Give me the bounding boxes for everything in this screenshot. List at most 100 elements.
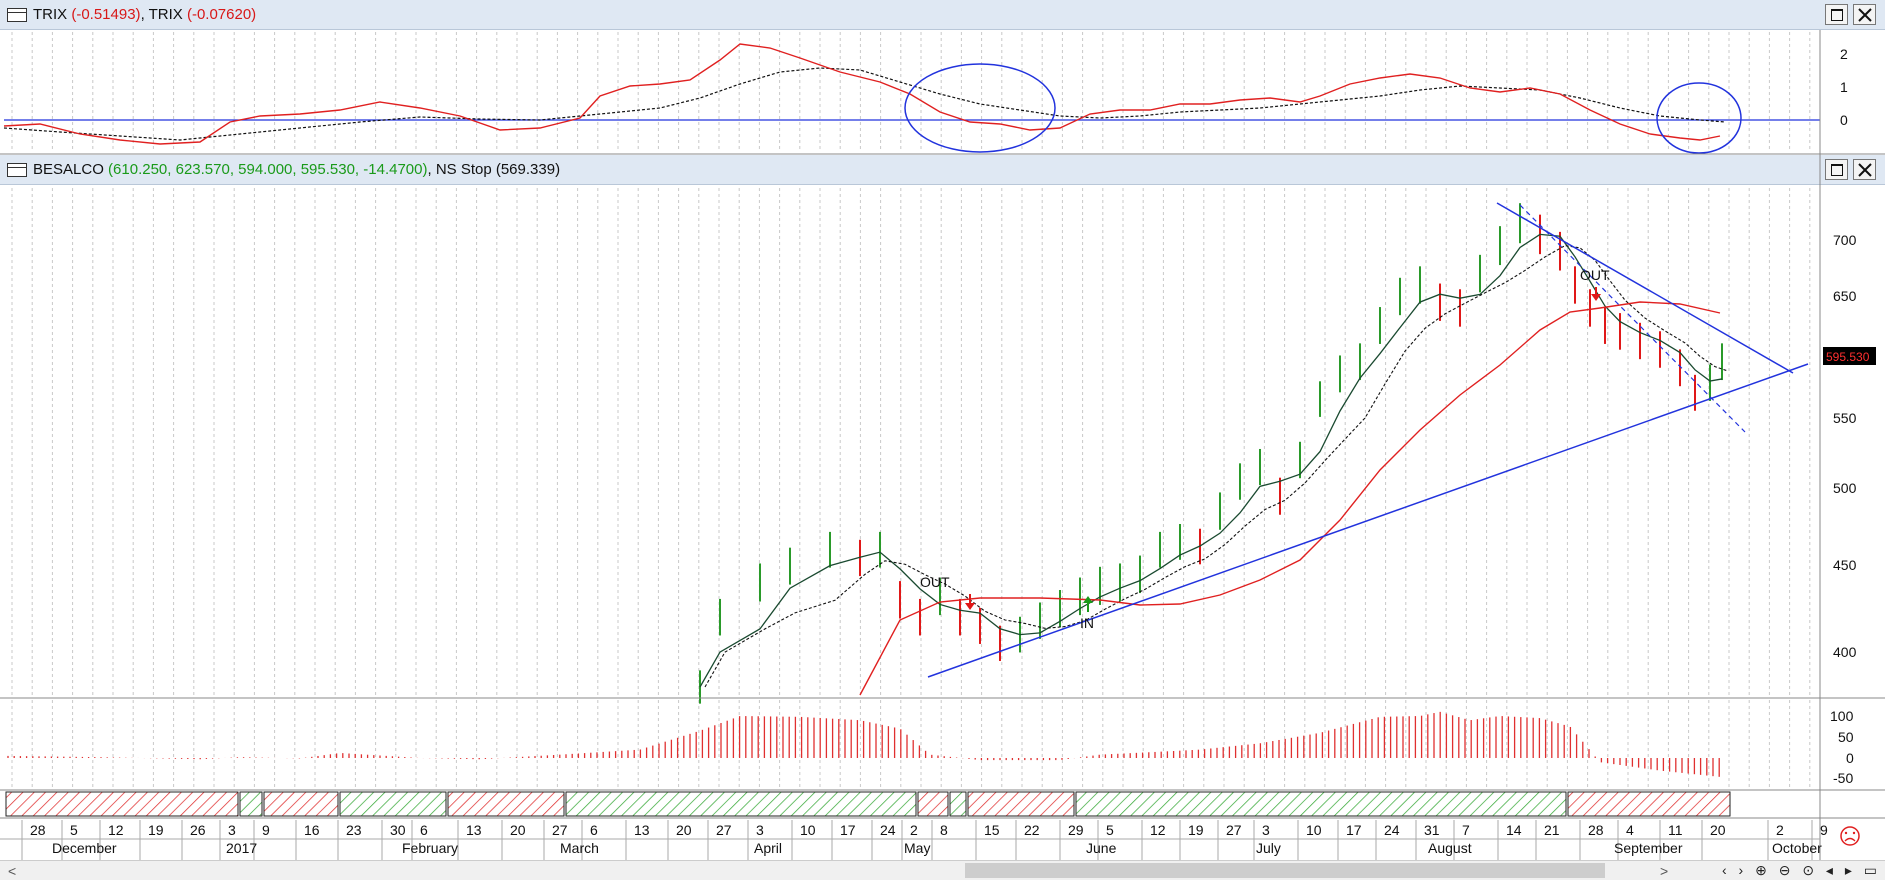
price-panel: [699, 202, 1809, 704]
month-label: October: [1772, 840, 1822, 856]
bearish-regime-block: [447, 791, 565, 817]
month-label: February: [402, 840, 458, 856]
day-tick-label: 13: [634, 822, 650, 838]
scroll-left-button[interactable]: <: [8, 863, 17, 879]
horizontal-scrollbar[interactable]: < > ‹ › ⊕ ⊖ ⊙ ◂ ▸ ▭: [0, 860, 1885, 880]
day-tick-label: 19: [148, 822, 164, 838]
y-tick-label: 500: [1833, 480, 1857, 496]
signal-out-label: OUT: [1580, 267, 1610, 283]
trix-y-axis: 2 1 0: [1840, 46, 1848, 128]
panel-icon[interactable]: [7, 8, 27, 22]
trix-panel: [3, 43, 1820, 154]
day-tick-label: 10: [1306, 822, 1322, 838]
bullish-regime-block: [239, 791, 263, 817]
day-tick-label: 13: [466, 822, 482, 838]
oscillator-panel: [7, 711, 1720, 777]
bearish-regime-block: [967, 791, 1075, 817]
bearish-regime-block: [917, 791, 949, 817]
day-tick-label: 12: [1150, 822, 1166, 838]
day-tick-label: 20: [1710, 822, 1726, 838]
day-tick-label: 28: [30, 822, 46, 838]
signal-out-label: OUT: [920, 574, 950, 590]
month-label: June: [1086, 840, 1117, 856]
day-tick-label: 14: [1506, 822, 1522, 838]
trix-panel-title: TRIX (-0.51493), TRIX (-0.07620): [33, 6, 257, 23]
bearish-regime-block: [1567, 791, 1731, 817]
trix-value-1: (-0.51493): [71, 6, 141, 23]
y-tick-label: 1: [1840, 79, 1848, 95]
day-tick-label: 31: [1424, 822, 1440, 838]
chart-canvas[interactable]: 2 1 0 700 650 600 550 500 450 400 100 50…: [0, 0, 1885, 860]
day-tick-label: 3: [228, 822, 236, 838]
day-tick-label: 20: [510, 822, 526, 838]
maximize-button[interactable]: [1825, 159, 1848, 180]
bullish-regime-block: [949, 791, 967, 817]
month-label: September: [1614, 840, 1683, 856]
day-tick-label: 24: [1384, 822, 1400, 838]
day-tick-label: 5: [70, 822, 78, 838]
day-tick-label: 12: [108, 822, 124, 838]
day-tick-label: 20: [676, 822, 692, 838]
trix-panel-header: TRIX (-0.51493), TRIX (-0.07620): [0, 0, 1885, 30]
day-tick-label: 29: [1068, 822, 1084, 838]
month-label: August: [1428, 840, 1472, 856]
bearish-regime-block: [263, 791, 339, 817]
month-label: July: [1256, 840, 1281, 856]
y-tick-label: -50: [1833, 770, 1853, 786]
bullish-regime-block: [339, 791, 447, 817]
y-tick-label: 0: [1840, 112, 1848, 128]
day-tick-label: 3: [756, 822, 764, 838]
maximize-button[interactable]: [1825, 4, 1848, 25]
navigation-toolbar[interactable]: ‹ › ⊕ ⊖ ⊙ ◂ ▸ ▭: [1721, 862, 1881, 878]
sad-face-icon: [1840, 826, 1860, 846]
day-tick-label: 15: [984, 822, 1000, 838]
trix-line: [3, 43, 1721, 145]
day-tick-label: 23: [346, 822, 362, 838]
day-tick-label: 2: [1776, 822, 1784, 838]
price-ohlc: (610.250, 623.570, 594.000, 595.530, -14…: [108, 161, 428, 178]
price-panel-title: BESALCO (610.250, 623.570, 594.000, 595.…: [33, 161, 561, 178]
ns-stop-line: [859, 301, 1721, 696]
month-label: December: [52, 840, 117, 856]
y-tick-label: 550: [1833, 410, 1857, 426]
day-tick-label: 5: [1106, 822, 1114, 838]
bearish-regime-block: [5, 791, 239, 817]
last-price-label: 595.530: [1826, 350, 1870, 364]
day-tick-label: 8: [940, 822, 948, 838]
time-axis: 28 5 12 19 26 3 9 16 23 30 6 13 20 27 6 13 20 27 3 10 17 24 2 8…: [0, 820, 1828, 860]
y-tick-label: 0: [1846, 750, 1854, 766]
bullish-regime-block: [1075, 791, 1567, 817]
scroll-thumb[interactable]: [965, 863, 1605, 878]
scroll-right-button[interactable]: >: [1660, 863, 1669, 879]
y-tick-label: 650: [1833, 288, 1857, 304]
day-tick-label: 22: [1024, 822, 1040, 838]
regime-band: [5, 791, 1731, 817]
y-tick-label: 100: [1830, 708, 1854, 724]
close-button[interactable]: [1853, 159, 1876, 180]
panel-icon[interactable]: [7, 163, 27, 177]
grid-lines: [11, 32, 1811, 788]
y-tick-label: 450: [1833, 557, 1857, 573]
day-tick-label: 9: [1820, 822, 1828, 838]
day-tick-label: 17: [840, 822, 856, 838]
y-tick-label: 50: [1838, 729, 1854, 745]
close-button[interactable]: [1853, 4, 1876, 25]
month-label: May: [904, 840, 930, 856]
y-tick-label: 400: [1833, 644, 1857, 660]
support-trendline: [927, 363, 1809, 678]
trix-signal-line: [3, 67, 1726, 141]
day-tick-label: 26: [190, 822, 206, 838]
day-tick-label: 4: [1626, 822, 1634, 838]
trix-circle-september: [1656, 82, 1742, 154]
trix-circle-may: [904, 63, 1056, 153]
day-tick-label: 16: [304, 822, 320, 838]
y-tick-label: 2: [1840, 46, 1848, 62]
resistance-trendline: [1496, 202, 1794, 374]
day-tick-label: 10: [800, 822, 816, 838]
price-panel-header: BESALCO (610.250, 623.570, 594.000, 595.…: [0, 155, 1885, 185]
day-tick-label: 19: [1188, 822, 1204, 838]
day-tick-label: 7: [1462, 822, 1470, 838]
day-tick-label: 30: [390, 822, 406, 838]
day-tick-label: 27: [1226, 822, 1242, 838]
day-tick-label: 28: [1588, 822, 1604, 838]
